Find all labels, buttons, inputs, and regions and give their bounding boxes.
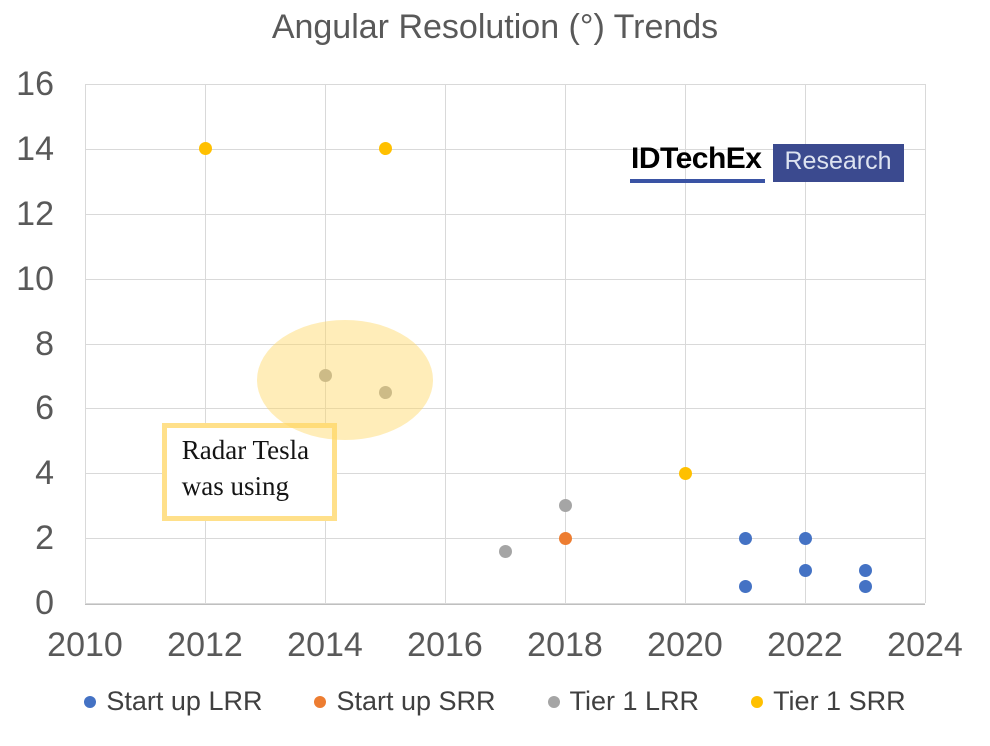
x-tick-label: 2018	[527, 626, 603, 664]
y-tick-label: 14	[16, 129, 54, 168]
data-point	[558, 531, 572, 545]
data-point	[498, 544, 512, 558]
y-tick-label: 12	[16, 194, 54, 233]
y-tick-label: 2	[35, 519, 54, 558]
legend-swatch	[314, 695, 327, 708]
annotation-box: Radar Tesla was using	[161, 422, 337, 521]
gridline-horizontal	[85, 537, 925, 539]
data-point	[738, 531, 752, 545]
legend-swatch	[751, 695, 764, 708]
legend-label: Tier 1 SRR	[773, 686, 906, 716]
x-tick-label: 2012	[167, 626, 243, 664]
legend-label: Start up SRR	[336, 686, 496, 716]
x-tick-label: 2024	[887, 626, 963, 664]
data-point	[318, 369, 332, 383]
legend-swatch	[84, 695, 97, 708]
gridline-vertical	[84, 84, 86, 603]
gridline-vertical	[324, 84, 326, 603]
gridline-vertical	[924, 84, 926, 603]
gridline-horizontal	[85, 343, 925, 345]
gridline-vertical	[564, 84, 566, 603]
data-point	[198, 142, 212, 156]
data-point	[858, 564, 872, 578]
gridline-horizontal	[85, 472, 925, 474]
legend-item: Start up LRR	[84, 686, 262, 717]
idtechex-logo-text: IDTechEx	[630, 142, 765, 183]
y-tick-label: 10	[16, 259, 54, 298]
x-tick-label: 2014	[287, 626, 363, 664]
y-tick-label: 6	[35, 389, 54, 428]
gridline-horizontal	[85, 83, 925, 85]
y-tick-label: 4	[35, 454, 54, 493]
legend-item: Tier 1 LRR	[547, 686, 700, 717]
legend-item: Tier 1 SRR	[751, 686, 906, 717]
idtechex-logo: IDTechEx Research	[630, 142, 904, 183]
data-point	[798, 564, 812, 578]
x-tick-label: 2010	[47, 626, 123, 664]
y-tick-label: 8	[35, 324, 54, 363]
data-point	[558, 499, 572, 513]
gridline-horizontal	[85, 278, 925, 280]
chart-title: Angular Resolution (°) Trends	[271, 8, 719, 46]
data-point	[798, 531, 812, 545]
data-point	[858, 580, 872, 594]
legend-item: Start up SRR	[314, 686, 496, 717]
gridline-horizontal	[85, 407, 925, 409]
gridline-vertical	[444, 84, 446, 603]
gridline-horizontal	[85, 602, 925, 604]
x-tick-label: 2022	[767, 626, 843, 664]
y-tick-label: 0	[35, 584, 54, 622]
gridline-vertical	[804, 84, 806, 603]
gridline-horizontal	[85, 213, 925, 215]
gridline-vertical	[684, 84, 686, 603]
data-point	[378, 142, 392, 156]
gridline-vertical	[204, 84, 206, 603]
data-point	[378, 385, 392, 399]
legend-swatch	[547, 695, 560, 708]
legend-label: Start up LRR	[106, 686, 263, 716]
annotation-text: Radar Tesla was using	[181, 434, 310, 501]
data-point	[678, 466, 692, 480]
y-tick-label: 16	[16, 65, 54, 103]
data-point	[738, 580, 752, 594]
research-badge: Research	[772, 143, 904, 182]
plot-area: IDTechEx Research Radar Tesla was using	[84, 83, 926, 605]
x-tick-label: 2016	[407, 626, 483, 664]
gridline-horizontal	[85, 148, 925, 150]
legend-label: Tier 1 LRR	[569, 686, 700, 716]
y-axis-labels: 0 2 4 6 8 10 12 14 16	[0, 67, 54, 620]
legend: Start up LRR Start up SRR Tier 1 LRR Tier 1…	[0, 686, 990, 717]
x-axis-labels: 2010 2012 2014 2016 2018 2020 2022 2024	[47, 626, 963, 666]
x-tick-label: 2020	[647, 626, 723, 664]
